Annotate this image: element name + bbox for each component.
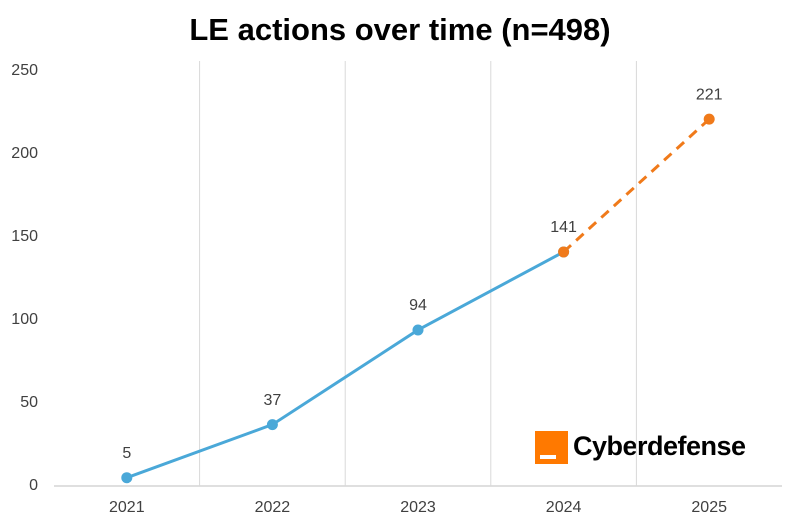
point [412, 324, 424, 336]
data-label: 141 [550, 219, 577, 236]
x-tick-label: 2024 [546, 499, 582, 516]
point [121, 472, 133, 484]
logo-text: Cyberdefense [573, 431, 746, 461]
logo-mark [535, 431, 568, 464]
y-tick-label: 200 [11, 145, 38, 162]
y-tick-label: 250 [11, 62, 38, 79]
data-label: 221 [696, 86, 723, 103]
point [558, 246, 570, 258]
series-line [126, 250, 565, 480]
logo-bar [540, 455, 556, 459]
data-label: 37 [264, 392, 282, 409]
x-tick-label: 2022 [255, 499, 291, 516]
x-tick-label: 2025 [691, 499, 727, 516]
y-tick-label: 150 [11, 228, 38, 245]
point [703, 113, 715, 125]
point [266, 419, 278, 431]
x-tick-label: 2023 [400, 499, 436, 516]
y-tick-label: 0 [29, 477, 38, 494]
y-tick-label: 100 [11, 311, 38, 328]
y-tick-label: 50 [20, 394, 38, 411]
data-label: 94 [409, 297, 427, 314]
chart-title: LE actions over time (n=498) [189, 12, 610, 47]
data-label: 5 [122, 445, 131, 462]
x-tick-label: 2021 [109, 499, 145, 516]
